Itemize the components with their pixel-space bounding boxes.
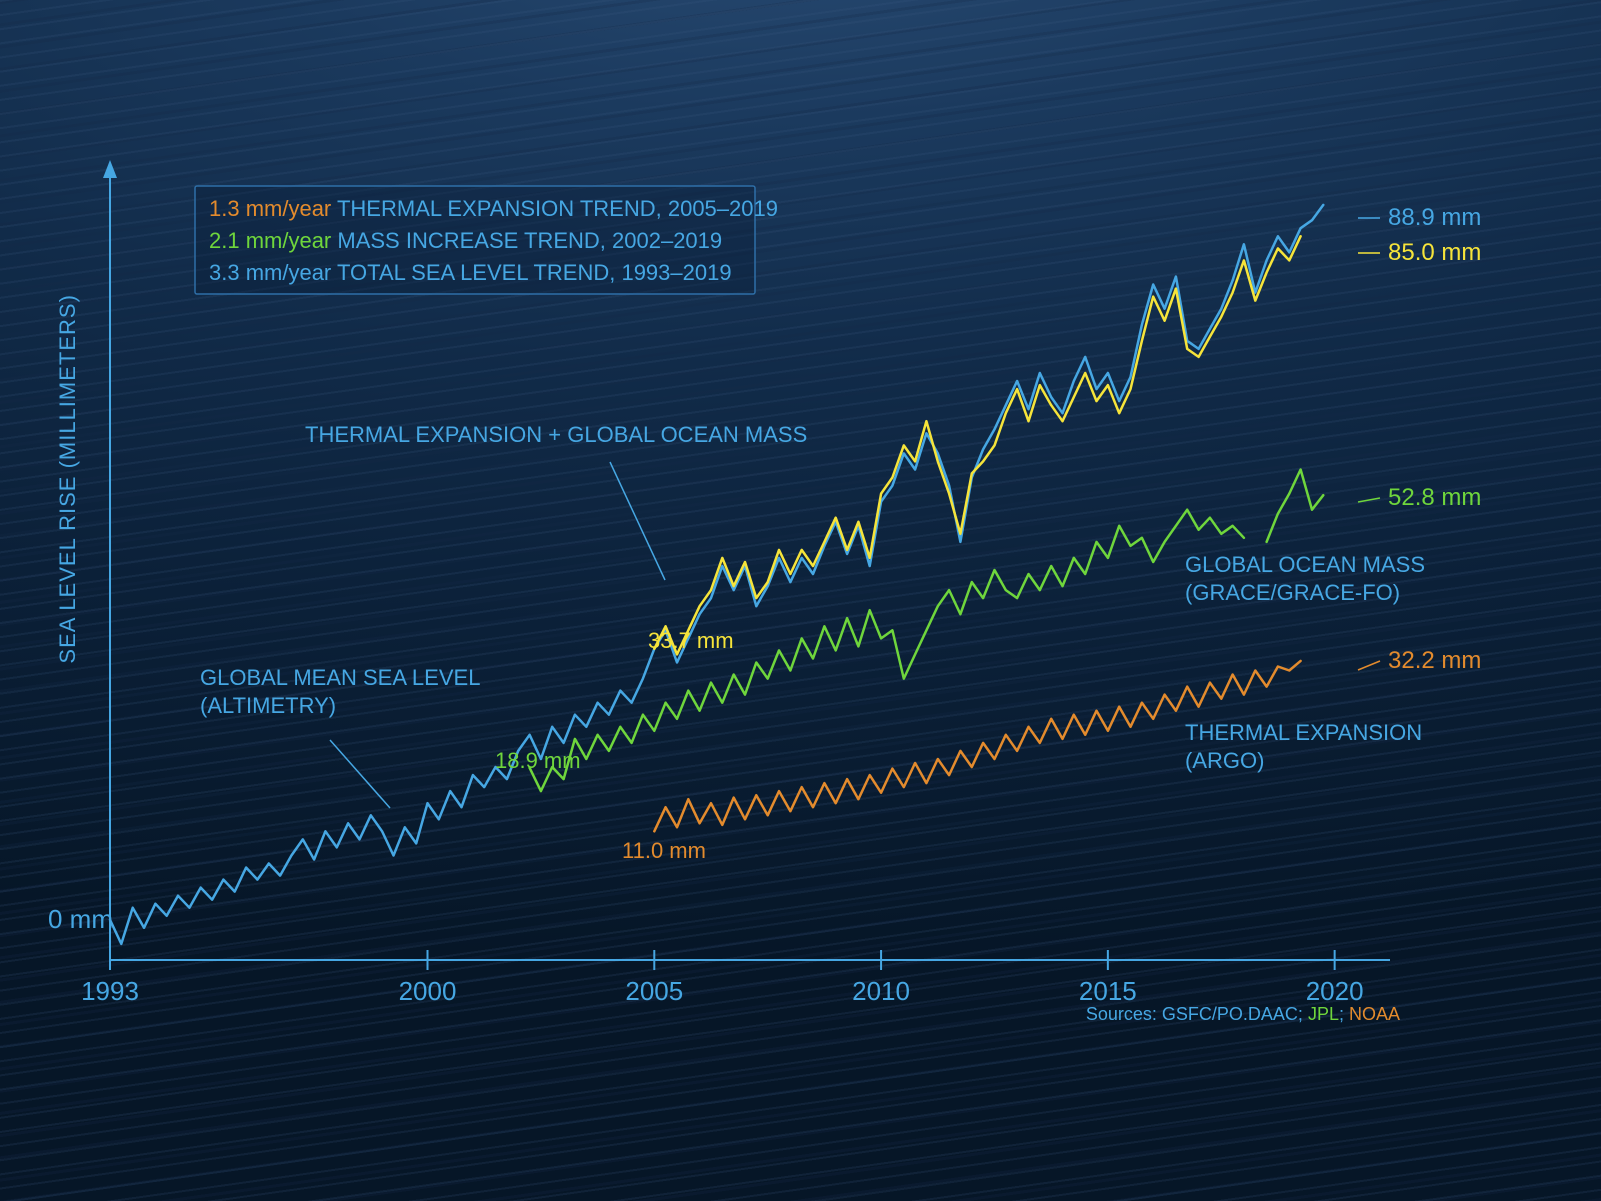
annotation-text: (ALTIMETRY) [200,693,336,718]
callout-value: 88.9 mm [1388,204,1481,231]
annotation-text: GLOBAL OCEAN MASS [1185,552,1425,577]
sea-level-chart: SEA LEVEL RISE (MILLIMETERS) 0 mm 1993 2000… [0,0,1601,1201]
callout: 11.0 mm [622,838,706,863]
annotation-text: (ARGO) [1185,748,1264,773]
x-tick-label: 1993 [81,976,139,1006]
callout: 88.9 mm [1358,204,1481,231]
callout: 33.7 mm [648,628,734,653]
callout-value: 32.2 mm [1388,647,1481,674]
x-tick-label: 2010 [852,976,910,1006]
callout: 52.8 mm [1358,484,1481,511]
x-tick-label: 2020 [1306,976,1364,1006]
callout-value: 33.7 mm [648,628,734,653]
callout-value: 18.9 mm [495,748,581,773]
legend-row: 3.3 mm/year TOTAL SEA LEVEL TREND, 1993–… [209,260,732,285]
sources-line: Sources: GSFC/PO.DAAC; JPL; NOAA [1086,1004,1400,1024]
argo-label: THERMAL EXPANSION (ARGO) [1185,720,1422,773]
x-tick-label: 2000 [399,976,457,1006]
callout: 18.9 mm [495,748,581,773]
legend-row: 2.1 mm/year MASS INCREASE TREND, 2002–20… [209,228,722,253]
callout-value: 52.8 mm [1388,484,1481,511]
annotation-text: (GRACE/GRACE-FO) [1185,580,1400,605]
annotation-text: THERMAL EXPANSION [1185,720,1422,745]
series-thermal_expansion [654,661,1300,831]
legend-row: 1.3 mm/year THERMAL EXPANSION TREND, 200… [209,196,778,221]
annotation-text: THERMAL EXPANSION + GLOBAL OCEAN MASS [305,422,807,447]
callout: 85.0 mm [1358,239,1481,266]
grace-label: GLOBAL OCEAN MASS (GRACE/GRACE-FO) [1185,552,1425,605]
callout-value: 11.0 mm [622,838,706,863]
callout: 32.2 mm [1358,647,1481,674]
legend: 1.3 mm/year THERMAL EXPANSION TREND, 200… [195,186,778,294]
y-axis: SEA LEVEL RISE (MILLIMETERS) 0 mm [48,160,117,970]
callout-value: 85.0 mm [1388,239,1481,266]
x-axis: 1993 2000 2005 2010 2015 2020 [81,950,1390,1006]
x-tick-label: 2005 [625,976,683,1006]
zero-label: 0 mm [48,904,113,934]
x-tick-label: 2015 [1079,976,1137,1006]
annotation-text: GLOBAL MEAN SEA LEVEL [200,665,480,690]
altimetry-label: GLOBAL MEAN SEA LEVEL (ALTIMETRY) [200,665,480,808]
y-axis-label: SEA LEVEL RISE (MILLIMETERS) [55,294,80,664]
thermal-plus-mass-label: THERMAL EXPANSION + GLOBAL OCEAN MASS [305,422,807,580]
